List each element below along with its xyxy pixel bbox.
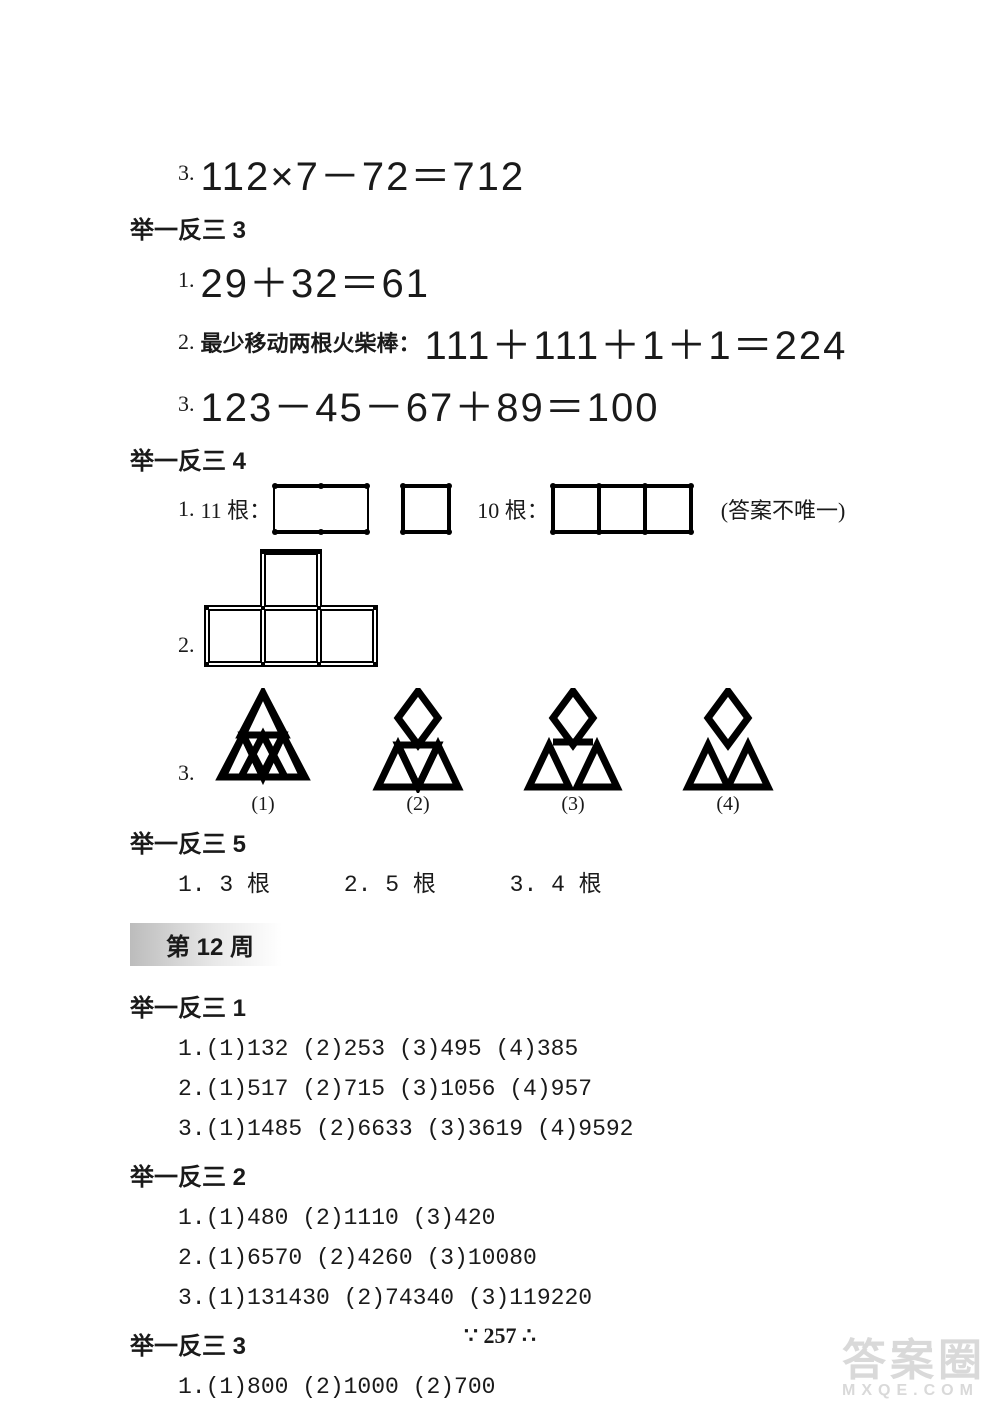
matchstick-equation: 112×7－72＝712 bbox=[201, 144, 526, 202]
w12-sec1-title: 举一反三 1 bbox=[130, 988, 900, 1023]
tri-fig-2: (2) bbox=[356, 688, 481, 816]
sec3-item1: 1. 29＋32＝61 bbox=[178, 251, 900, 309]
sec5-answers: 1. 3 根 2. 5 根 3. 4 根 bbox=[178, 865, 900, 905]
item-number: 2. bbox=[178, 632, 195, 658]
w12-sec2-line2: 2.(1)6570 (2)4260 (3)10080 bbox=[178, 1238, 900, 1278]
item-prefix: 最少移动两根火柴棒： bbox=[201, 326, 421, 358]
item-number: 3. bbox=[178, 760, 195, 786]
sec4-item1: 1. 11 根： 10 根： bbox=[178, 482, 900, 536]
watermark-main: 答案圈 bbox=[842, 1336, 986, 1385]
tri-fig-4: (4) bbox=[666, 688, 791, 816]
w12-sec2-line3: 3.(1)131430 (2)74340 (3)119220 bbox=[178, 1278, 900, 1318]
fig-label: (2) bbox=[356, 793, 481, 816]
week-12-tab: 第 12 周 bbox=[130, 923, 282, 966]
fig-label: (3) bbox=[511, 793, 636, 816]
one-square-icon bbox=[399, 482, 455, 536]
label-11: 11 根： bbox=[201, 493, 272, 525]
item-number: 1. bbox=[178, 267, 195, 293]
three-squares-icon bbox=[549, 482, 713, 536]
tri-fig-1: (1) bbox=[201, 688, 326, 816]
answer: 1. 3 根 bbox=[178, 865, 270, 905]
tri-fig-3: (3) bbox=[511, 688, 636, 816]
t-shape-squares-icon bbox=[201, 546, 381, 676]
sec4-item3: 3. bbox=[178, 688, 900, 816]
section-5-title: 举一反三 5 bbox=[130, 824, 900, 859]
watermark-sub: MXQE.COM bbox=[842, 1383, 986, 1399]
sec3-item2: 2. 最少移动两根火柴棒： 111＋111＋1＋1＝224 bbox=[178, 313, 900, 371]
w12-sec3-line1: 1.(1)800 (2)1000 (2)700 bbox=[178, 1367, 900, 1407]
item-number: 2. bbox=[178, 329, 195, 355]
sec3-item3: 3. 123－45－67＋89＝100 bbox=[178, 375, 900, 433]
two-squares-icon bbox=[271, 482, 381, 536]
answer: 3. 4 根 bbox=[510, 865, 602, 905]
triangle-figures-row: (1) (2) bbox=[201, 688, 791, 816]
page: 3. 112×7－72＝712 举一反三 3 1. 29＋32＝61 2. 最少… bbox=[0, 0, 1000, 1407]
sec4-item2: 2. bbox=[178, 546, 900, 676]
fig-label: (4) bbox=[666, 793, 791, 816]
note-text: (答案不唯一) bbox=[721, 493, 846, 525]
w12-sec1-line2: 2.(1)517 (2)715 (3)1056 (4)957 bbox=[178, 1069, 900, 1109]
w12-sec1-line3: 3.(1)1485 (2)6633 (3)3619 (4)9592 bbox=[178, 1109, 900, 1149]
section-3-title: 举一反三 3 bbox=[130, 210, 900, 245]
item-number: 3. bbox=[178, 391, 195, 417]
w12-sec2-line1: 1.(1)480 (2)1110 (3)420 bbox=[178, 1198, 900, 1238]
section-4-title: 举一反三 4 bbox=[130, 441, 900, 476]
w12-sec2-title: 举一反三 2 bbox=[130, 1157, 900, 1192]
matchstick-equation: 111＋111＋1＋1＝224 bbox=[425, 313, 848, 371]
fig-label: (1) bbox=[201, 793, 326, 816]
item-number: 3. bbox=[178, 160, 195, 186]
matchstick-equation: 29＋32＝61 bbox=[201, 251, 430, 309]
answer: 2. 5 根 bbox=[344, 865, 436, 905]
content-area: 3. 112×7－72＝712 举一反三 3 1. 29＋32＝61 2. 最少… bbox=[130, 140, 900, 1407]
label-10: 10 根： bbox=[477, 493, 549, 525]
matchstick-equation: 123－45－67＋89＝100 bbox=[201, 375, 660, 433]
watermark: 答案圈 MXQE.COM bbox=[842, 1339, 986, 1399]
prev-sec-item3: 3. 112×7－72＝712 bbox=[178, 144, 900, 202]
w12-sec1-line1: 1.(1)132 (2)253 (3)495 (4)385 bbox=[178, 1029, 900, 1069]
item-number: 1. bbox=[178, 496, 195, 522]
